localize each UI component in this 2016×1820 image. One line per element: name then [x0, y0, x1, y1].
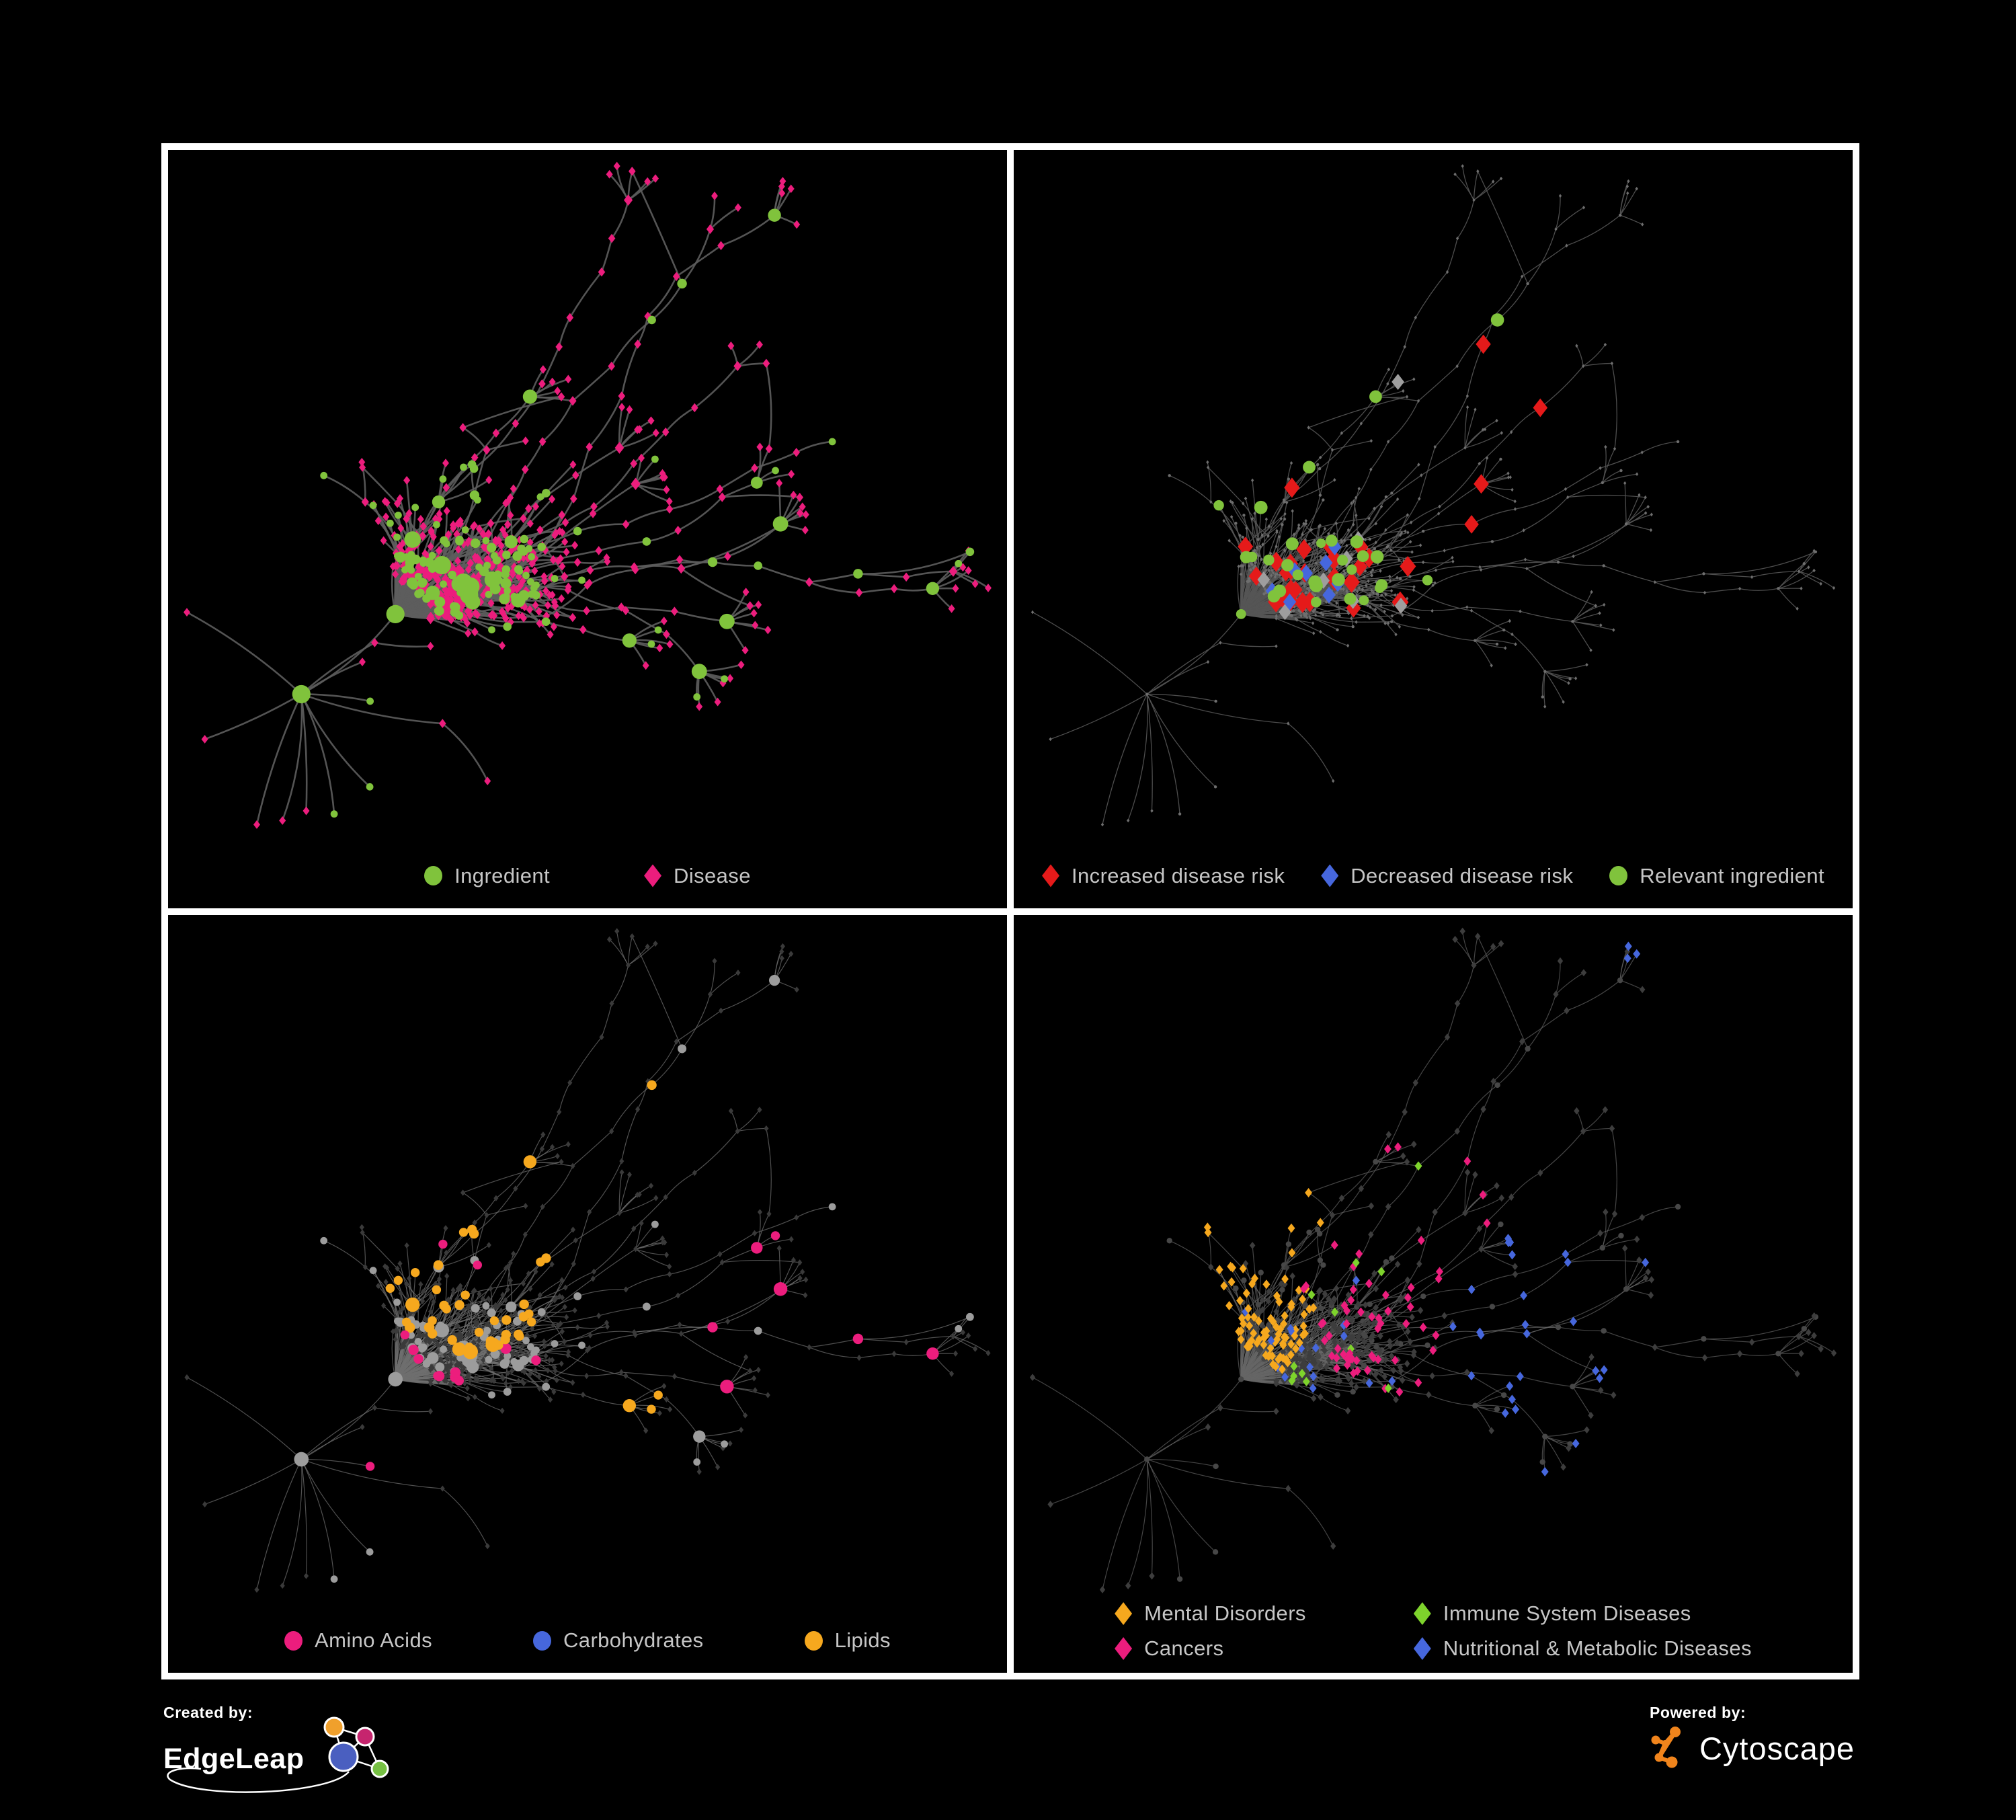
disease-diamond-icon	[644, 864, 662, 887]
legend-label-decreased-risk: Decreased disease risk	[1350, 863, 1574, 887]
legend-item-immune-diseases: Immune System Diseases	[1413, 1601, 1752, 1626]
decreased-risk-diamond-icon	[1321, 864, 1339, 887]
edgeleap-icon-nodes	[323, 1716, 389, 1778]
legend-item-disease: Disease	[644, 864, 751, 888]
powered-by-block: Powered by: Cytosca	[1650, 1704, 1855, 1772]
cytoscape-logo: Cytoscape	[1650, 1725, 1855, 1772]
footer: Created by: EdgeLeap	[163, 1704, 1855, 1793]
cytoscape-icon-nodes	[1651, 1727, 1681, 1768]
created-by-block: Created by: EdgeLeap	[163, 1704, 403, 1793]
lipids-circle-icon	[804, 1630, 823, 1651]
relevant-ingredient-circle-icon	[1609, 866, 1628, 885]
legend-disease-categories: Mental Disorders Immune System Diseases …	[1014, 1601, 1853, 1661]
legend-label-disease: Disease	[674, 863, 751, 887]
legend-item-ingredient: Ingredient	[424, 864, 550, 888]
legend-label-lipids: Lipids	[834, 1628, 891, 1652]
legend-label-mental-disorders: Mental Disorders	[1144, 1601, 1306, 1625]
legend-label-relevant-ingredient: Relevant ingredient	[1640, 863, 1824, 887]
panel-disease-categories: Mental Disorders Immune System Diseases …	[1014, 914, 1853, 1673]
legend-item-nutritional-metabolic: Nutritional & Metabolic Diseases	[1413, 1636, 1752, 1661]
edgeleap-logo: EdgeLeap	[163, 1716, 403, 1793]
legend-label-carbohydrates: Carbohydrates	[563, 1628, 704, 1652]
network-graph-disease-risk	[1031, 164, 1836, 827]
legend-disease-risk: Increased disease risk Decreased disease…	[1014, 864, 1853, 888]
amino-acids-circle-icon	[284, 1630, 303, 1651]
ingredient-circle-icon	[424, 866, 443, 885]
carbohydrates-circle-icon	[533, 1630, 552, 1651]
legend-label-nutritional-metabolic: Nutritional & Metabolic Diseases	[1443, 1636, 1752, 1660]
legend-item-decreased-risk: Decreased disease risk	[1321, 864, 1573, 888]
cytoscape-logo-text: Cytoscape	[1699, 1730, 1855, 1766]
increased-risk-diamond-icon	[1042, 864, 1060, 887]
powered-by-label: Powered by:	[1649, 1704, 1746, 1721]
edgeleap-swoosh	[166, 1767, 350, 1793]
legend-label-increased-risk: Increased disease risk	[1072, 863, 1285, 887]
network-graph-disease-categories	[1029, 927, 1837, 1593]
network-graph-ingredient-classes	[184, 927, 991, 1593]
legend-label-cancers: Cancers	[1144, 1636, 1224, 1660]
legend-item-mental-disorders: Mental Disorders	[1115, 1601, 1306, 1626]
legend-label-ingredient: Ingredient	[454, 863, 551, 887]
network-graph-ingredient-disease	[184, 161, 992, 829]
nutritional-metabolic-diamond-icon	[1413, 1637, 1431, 1660]
created-by-label: Created by:	[163, 1704, 253, 1721]
mental-disorders-diamond-icon	[1115, 1602, 1133, 1625]
legend-ingredient-classes: Amino Acids Carbohydrates Lipids	[168, 1628, 1007, 1653]
panel-ingredient-classes: Amino Acids Carbohydrates Lipids	[168, 914, 1007, 1673]
legend-label-immune-diseases: Immune System Diseases	[1443, 1601, 1691, 1625]
cancers-diamond-icon	[1115, 1637, 1133, 1660]
legend-item-amino-acids: Amino Acids	[284, 1628, 432, 1653]
legend-item-carbohydrates: Carbohydrates	[533, 1628, 704, 1653]
panel-grid: Ingredient Disease Increased disease ris…	[161, 143, 1859, 1679]
legend-item-increased-risk: Increased disease risk	[1042, 864, 1285, 888]
panel-disease-risk: Increased disease risk Decreased disease…	[1014, 150, 1853, 908]
legend-item-lipids: Lipids	[804, 1628, 891, 1653]
legend-ingredient-disease: Ingredient Disease	[168, 864, 1007, 888]
legend-label-amino-acids: Amino Acids	[315, 1628, 433, 1652]
cytoscape-icon	[1651, 1727, 1681, 1768]
legend-item-relevant-ingredient: Relevant ingredient	[1609, 864, 1824, 888]
edgeleap-network-icon	[166, 1716, 389, 1793]
immune-diseases-diamond-icon	[1413, 1602, 1431, 1625]
legend-item-cancers: Cancers	[1115, 1636, 1306, 1661]
panel-ingredient-disease: Ingredient Disease	[168, 150, 1007, 908]
